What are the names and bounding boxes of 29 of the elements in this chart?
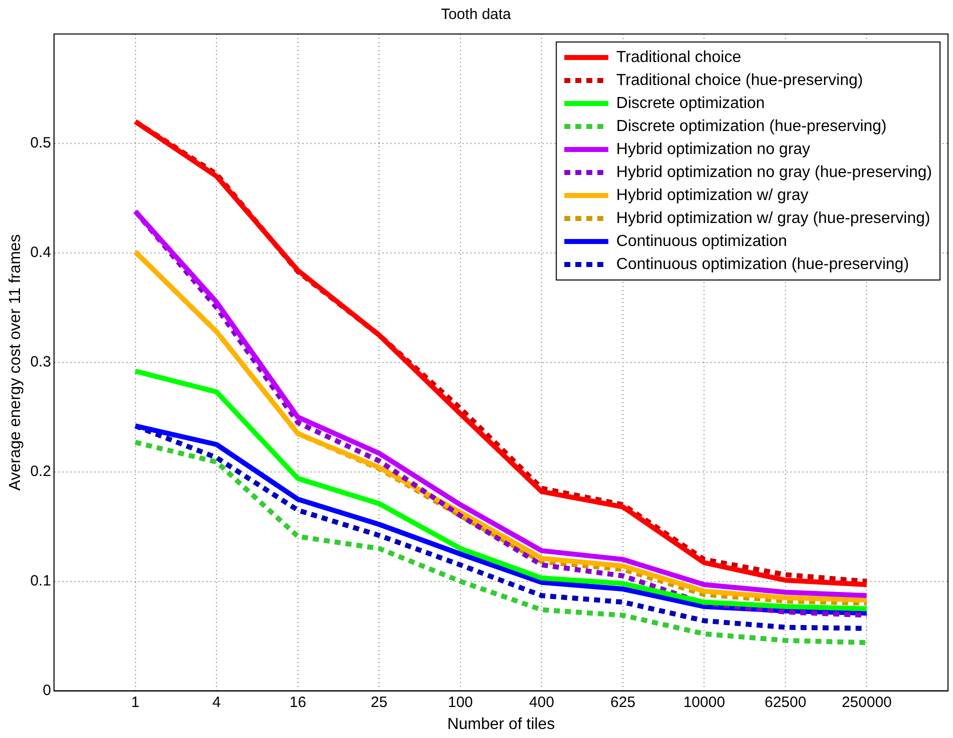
chart-title: Tooth data xyxy=(440,6,512,24)
x-tick-label: 25 xyxy=(370,694,388,711)
legend-label: Hybrid optimization no gray (hue-preserving) xyxy=(616,164,932,181)
y-tick-label: 0.5 xyxy=(30,134,52,152)
x-tick-label: 16 xyxy=(290,694,306,711)
y-axis-title: Average energy cost over 11 frames xyxy=(7,234,24,491)
y-tick-label: 0.3 xyxy=(30,354,52,371)
x-tick-label: 250000 xyxy=(842,694,892,711)
x-tick-label: 1 xyxy=(131,694,140,711)
y-tick-label: 0.2 xyxy=(30,463,52,480)
y-tick-label: 0.4 xyxy=(30,244,52,262)
x-tick-label: 625 xyxy=(610,694,636,711)
legend-label: Continuous optimization xyxy=(616,232,788,250)
legend-label: Hybrid optimization w/ gray (hue-preserving) xyxy=(616,210,930,227)
legend-label: Hybrid optimization w/ gray xyxy=(616,186,808,204)
y-tick-label: 0 xyxy=(42,682,52,699)
x-tick-label: 400 xyxy=(529,694,554,711)
legend-label: Traditional choice xyxy=(616,48,742,66)
legend-label: Traditional choice (hue-preserving) xyxy=(616,72,863,89)
x-tick-label: 10000 xyxy=(683,694,726,711)
x-axis-title: Number of tiles xyxy=(447,716,555,733)
x-tick-label: 100 xyxy=(448,694,473,711)
legend-label: Hybrid optimization no gray xyxy=(616,140,810,158)
legend-label: Continuous optimization (hue-preserving) xyxy=(616,256,909,273)
x-tick-label: 4 xyxy=(212,694,221,711)
legend-label: Discrete optimization (hue-preserving) xyxy=(616,118,887,135)
legend-label: Discrete optimization xyxy=(616,94,765,112)
y-tick-label: 0.1 xyxy=(30,572,52,590)
x-tick-label: 62500 xyxy=(764,694,806,711)
